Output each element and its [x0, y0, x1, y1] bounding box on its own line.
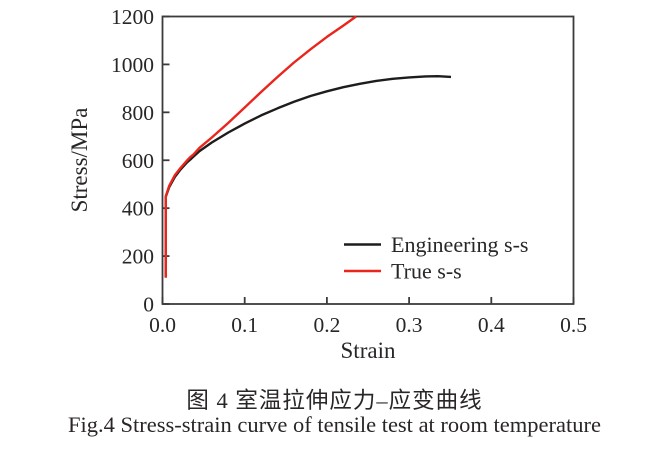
y-tick-label: 800 — [122, 101, 154, 125]
x-axis-tick-labels: 0.0 0.1 0.2 0.3 0.4 0.5 — [149, 313, 587, 337]
y-tick-label: 200 — [122, 245, 154, 269]
legend-label-true: True s-s — [391, 259, 462, 284]
y-tick-label: 1000 — [111, 53, 154, 77]
y-tick-label: 0 — [143, 293, 154, 317]
y-tick-label: 600 — [122, 149, 154, 173]
curve-true-s-s — [164, 15, 357, 278]
plot-border — [161, 15, 575, 305]
caption-english: Fig.4 Stress-strain curve of tensile tes… — [68, 412, 601, 437]
y-axis-tick-labels: 0 200 400 600 800 1000 1200 — [111, 5, 154, 317]
y-tick-label: 400 — [122, 197, 154, 221]
y-tick-label: 1200 — [111, 5, 154, 29]
x-tick-label: 0.2 — [313, 313, 340, 337]
caption-chinese: 图 4 室温拉伸应力–应变曲线 — [186, 388, 483, 413]
legend: Engineering s-s True s-s — [344, 232, 528, 284]
x-tick-label: 0.4 — [478, 313, 505, 337]
x-tick-label: 0.3 — [396, 313, 423, 337]
data-curves — [164, 15, 452, 278]
x-tick-label: 0.0 — [149, 313, 176, 337]
x-axis-ticks — [161, 297, 575, 304]
x-tick-label: 0.5 — [560, 313, 587, 337]
legend-label-engineering: Engineering s-s — [391, 232, 528, 257]
y-axis-title: Stress/MPa — [67, 108, 92, 213]
x-tick-label: 0.1 — [231, 313, 258, 337]
stress-strain-chart: 0.0 0.1 0.2 0.3 0.4 0.5 0 200 400 600 800 1000 1200… — [67, 5, 587, 363]
x-axis-title: Strain — [341, 338, 396, 363]
